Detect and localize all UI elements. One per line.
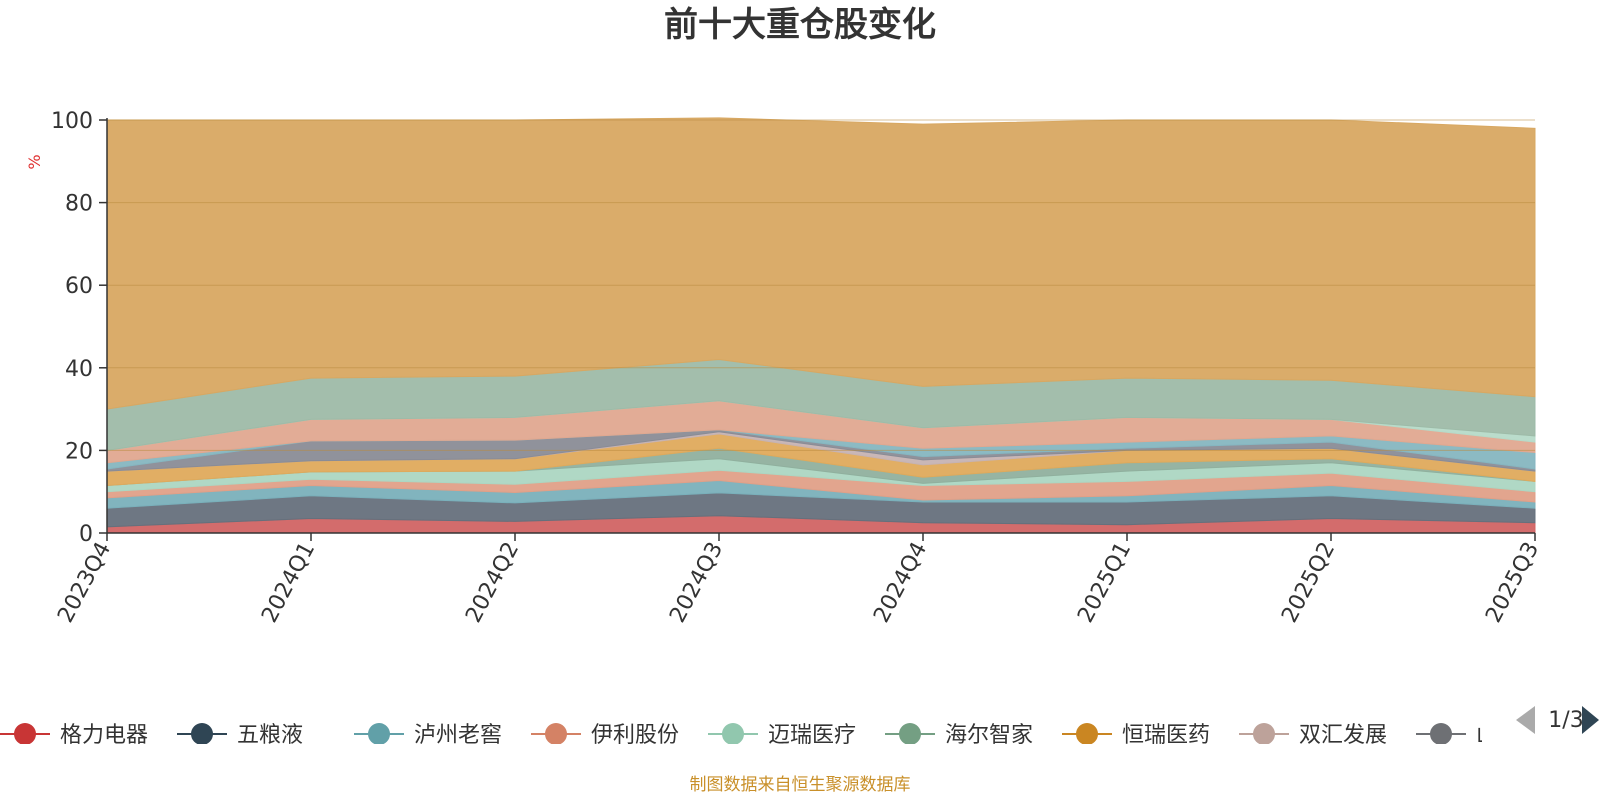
legend-label: 五粮液 (237, 723, 303, 748)
legend-marker-icon (1430, 723, 1452, 744)
y-axis-unit-label: % (25, 154, 44, 169)
y-tick-label: 20 (65, 439, 93, 464)
plot-area (106, 117, 1536, 534)
legend-marker-icon (368, 723, 390, 744)
legend-item[interactable]: 迈瑞医疗 (708, 723, 856, 748)
y-tick-label: 40 (65, 357, 93, 382)
legend: 格力电器 五粮液 泸州老窖 伊利股份 迈瑞医疗 海尔智家 恒瑞医药 双汇发展 山西汾酒 (0, 723, 1564, 748)
legend-label: 海尔智家 (945, 723, 1033, 748)
x-tick-label: 2025Q1 (1073, 538, 1136, 627)
legend-page-indicator: 1/3 (1548, 708, 1583, 733)
source-note: 制图数据来自恒生聚源数据库 (690, 775, 911, 795)
legend-marker-icon (899, 723, 921, 744)
legend-item[interactable]: 双汇发展 (1239, 723, 1387, 748)
legend-item[interactable]: 五粮液 (177, 723, 303, 748)
legend-label: 迈瑞医疗 (768, 723, 856, 748)
legend-next-page-icon[interactable] (1582, 706, 1599, 734)
legend-item[interactable]: 海尔智家 (885, 723, 1033, 748)
legend-item[interactable]: 伊利股份 (531, 723, 679, 748)
legend-label: 泸州老窖 (414, 723, 502, 748)
y-tick-label: 60 (65, 274, 93, 299)
x-tick-label: 2024Q2 (461, 538, 524, 627)
y-tick-label: 80 (65, 192, 93, 217)
legend-item[interactable]: 格力电器 (0, 723, 148, 748)
legend-marker-icon (1253, 723, 1275, 744)
x-tick-label: 2025Q3 (1481, 538, 1544, 627)
y-tick-label: 100 (51, 109, 93, 134)
chart-title: 前十大重仓股变化 (664, 5, 936, 45)
area-series-14 (106, 117, 1536, 410)
legend-prev-page-icon[interactable] (1516, 706, 1535, 734)
legend-marker-icon (1076, 723, 1098, 744)
x-tick-label: 2023Q4 (53, 538, 116, 627)
legend-marker-icon (14, 723, 36, 744)
x-tick-label: 2024Q1 (257, 538, 320, 627)
y-tick-label: 0 (79, 522, 93, 547)
legend-marker-icon (191, 723, 213, 744)
legend-item[interactable]: 泸州老窖 (354, 723, 502, 748)
x-tick-label: 2024Q3 (665, 538, 728, 627)
legend-marker-icon (545, 723, 567, 744)
legend-label: 格力电器 (60, 723, 148, 748)
legend-label: 双汇发展 (1299, 723, 1387, 748)
legend-label: 恒瑞医药 (1122, 723, 1210, 748)
legend-pager: 1/3 (1516, 706, 1599, 734)
legend-item[interactable]: 山西汾酒 (1416, 723, 1564, 748)
legend-marker-icon (722, 723, 744, 744)
legend-label: 伊利股份 (591, 723, 679, 748)
x-tick-label: 2024Q4 (869, 538, 932, 627)
x-tick-label: 2025Q2 (1277, 538, 1340, 627)
legend-label: 山西汾酒 (1476, 723, 1564, 748)
legend-item[interactable]: 恒瑞医药 (1062, 723, 1210, 748)
